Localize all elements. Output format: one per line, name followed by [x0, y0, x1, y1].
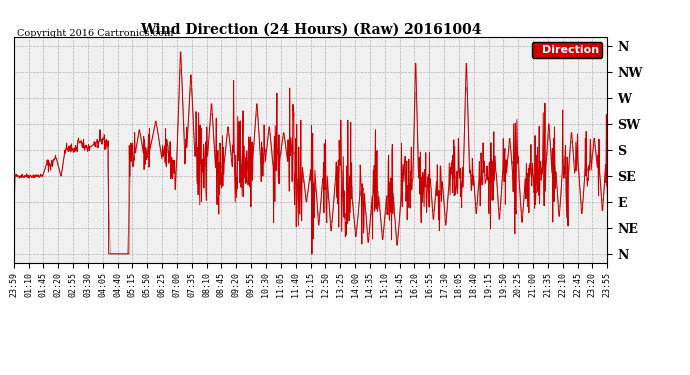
Title: Wind Direction (24 Hours) (Raw) 20161004: Wind Direction (24 Hours) (Raw) 20161004 [140, 22, 481, 36]
Text: Copyright 2016 Cartronics.com: Copyright 2016 Cartronics.com [17, 28, 173, 38]
Legend: Direction: Direction [531, 42, 602, 58]
